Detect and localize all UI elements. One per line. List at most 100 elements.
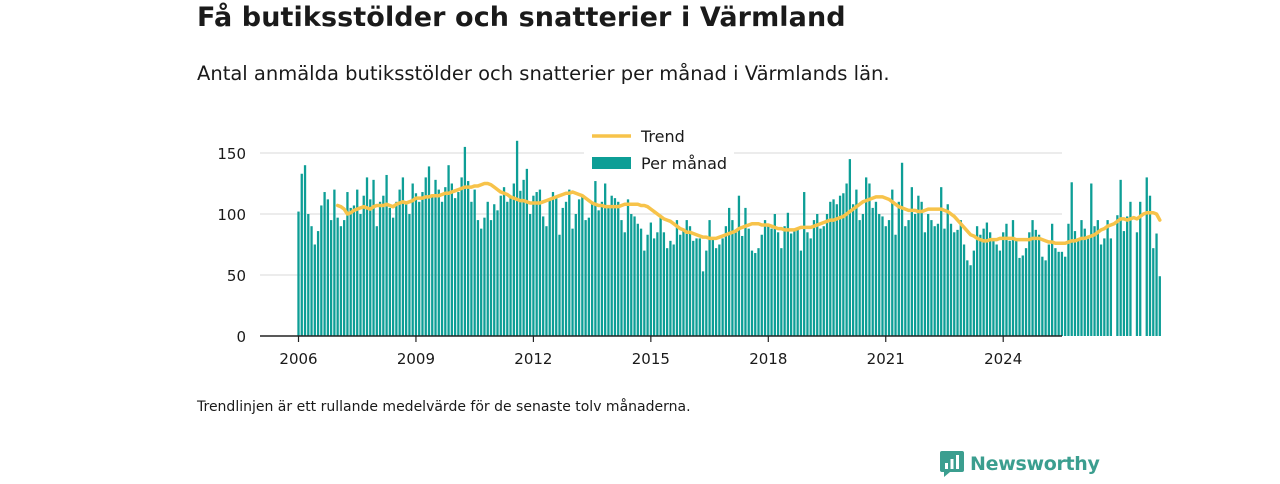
bar: [741, 235, 744, 336]
bar: [656, 232, 659, 336]
bar: [652, 238, 656, 336]
bar: [349, 207, 352, 336]
bar: [476, 220, 480, 336]
bar: [874, 201, 878, 336]
y-tick-label: 0: [236, 328, 246, 346]
bar: [695, 238, 698, 336]
bar: [329, 220, 333, 336]
bar: [303, 165, 307, 336]
bar: [542, 216, 545, 336]
bar: [904, 226, 907, 336]
bar: [705, 250, 708, 336]
y-tick-label: 50: [227, 267, 246, 285]
brand-name: Newsworthy: [970, 453, 1100, 475]
bar: [737, 195, 741, 336]
x-tick-label: 2018: [749, 350, 787, 368]
bar: [398, 189, 401, 336]
bar: [682, 228, 685, 336]
bar: [953, 232, 956, 336]
bar: [819, 228, 822, 336]
bar: [620, 220, 623, 336]
bar: [659, 216, 662, 336]
bar: [470, 201, 473, 336]
bar: [473, 189, 476, 336]
bar: [913, 214, 917, 336]
legend-bar-label: Per månad: [641, 154, 727, 173]
bar: [346, 192, 349, 336]
bar: [405, 204, 408, 336]
bar: [685, 220, 688, 336]
bar: [910, 187, 913, 336]
bars: [297, 140, 1161, 336]
y-tick-label: 150: [217, 145, 246, 163]
bar: [496, 210, 499, 336]
bar: [692, 240, 695, 336]
bar: [408, 214, 411, 336]
bar: [662, 232, 666, 336]
bar: [385, 174, 388, 336]
bar: [607, 205, 610, 336]
bar: [949, 223, 953, 336]
bar: [1155, 233, 1158, 336]
x-tick-label: 2012: [514, 350, 552, 368]
bar: [832, 199, 835, 336]
bar: [701, 271, 705, 336]
bar: [1067, 223, 1070, 336]
bar: [604, 183, 607, 336]
bar: [424, 177, 427, 336]
bar: [927, 214, 930, 336]
bar: [551, 192, 555, 336]
bar: [995, 244, 998, 336]
bar: [845, 183, 848, 336]
x-tick-label: 2009: [397, 350, 435, 368]
bar: [698, 238, 701, 336]
bar: [666, 248, 669, 336]
bar: [975, 226, 979, 336]
newsworthy-chart-icon: [940, 451, 964, 477]
bar: [515, 140, 519, 336]
bar: [969, 265, 972, 336]
bar: [1037, 234, 1041, 336]
bar: [718, 244, 721, 336]
trend-line: [335, 181, 1162, 246]
bar: [728, 207, 731, 336]
bar: [714, 248, 718, 336]
bar: [571, 228, 574, 336]
bar: [675, 220, 679, 336]
bar: [486, 201, 489, 336]
bar: [933, 226, 936, 336]
bar: [372, 179, 375, 336]
bar: [597, 210, 600, 336]
bar: [630, 214, 633, 336]
bar: [894, 234, 897, 336]
bar: [1031, 220, 1034, 336]
bar: [679, 234, 682, 336]
bar: [512, 183, 515, 336]
trend-group: [335, 181, 1162, 246]
bar: [467, 181, 470, 336]
bar: [979, 234, 982, 336]
brand-logo[interactable]: Newsworthy: [940, 451, 1100, 477]
bar: [1015, 238, 1018, 336]
bar: [806, 232, 809, 336]
bar: [1077, 240, 1080, 336]
bar: [917, 195, 920, 336]
bar: [757, 248, 760, 336]
bar: [431, 195, 434, 336]
x-tick-label: 2021: [867, 350, 905, 368]
bar: [793, 228, 796, 336]
bar: [545, 226, 548, 336]
bar: [923, 232, 927, 336]
bar: [962, 244, 966, 336]
bar: [763, 220, 767, 336]
bar: [865, 177, 868, 336]
bar: [907, 220, 910, 336]
bar: [855, 189, 858, 336]
bar: [1080, 220, 1083, 336]
bar: [437, 189, 440, 336]
bar: [842, 193, 845, 336]
bar: [1126, 216, 1129, 336]
bar: [463, 146, 467, 336]
bar: [959, 220, 962, 336]
bar: [786, 212, 790, 336]
